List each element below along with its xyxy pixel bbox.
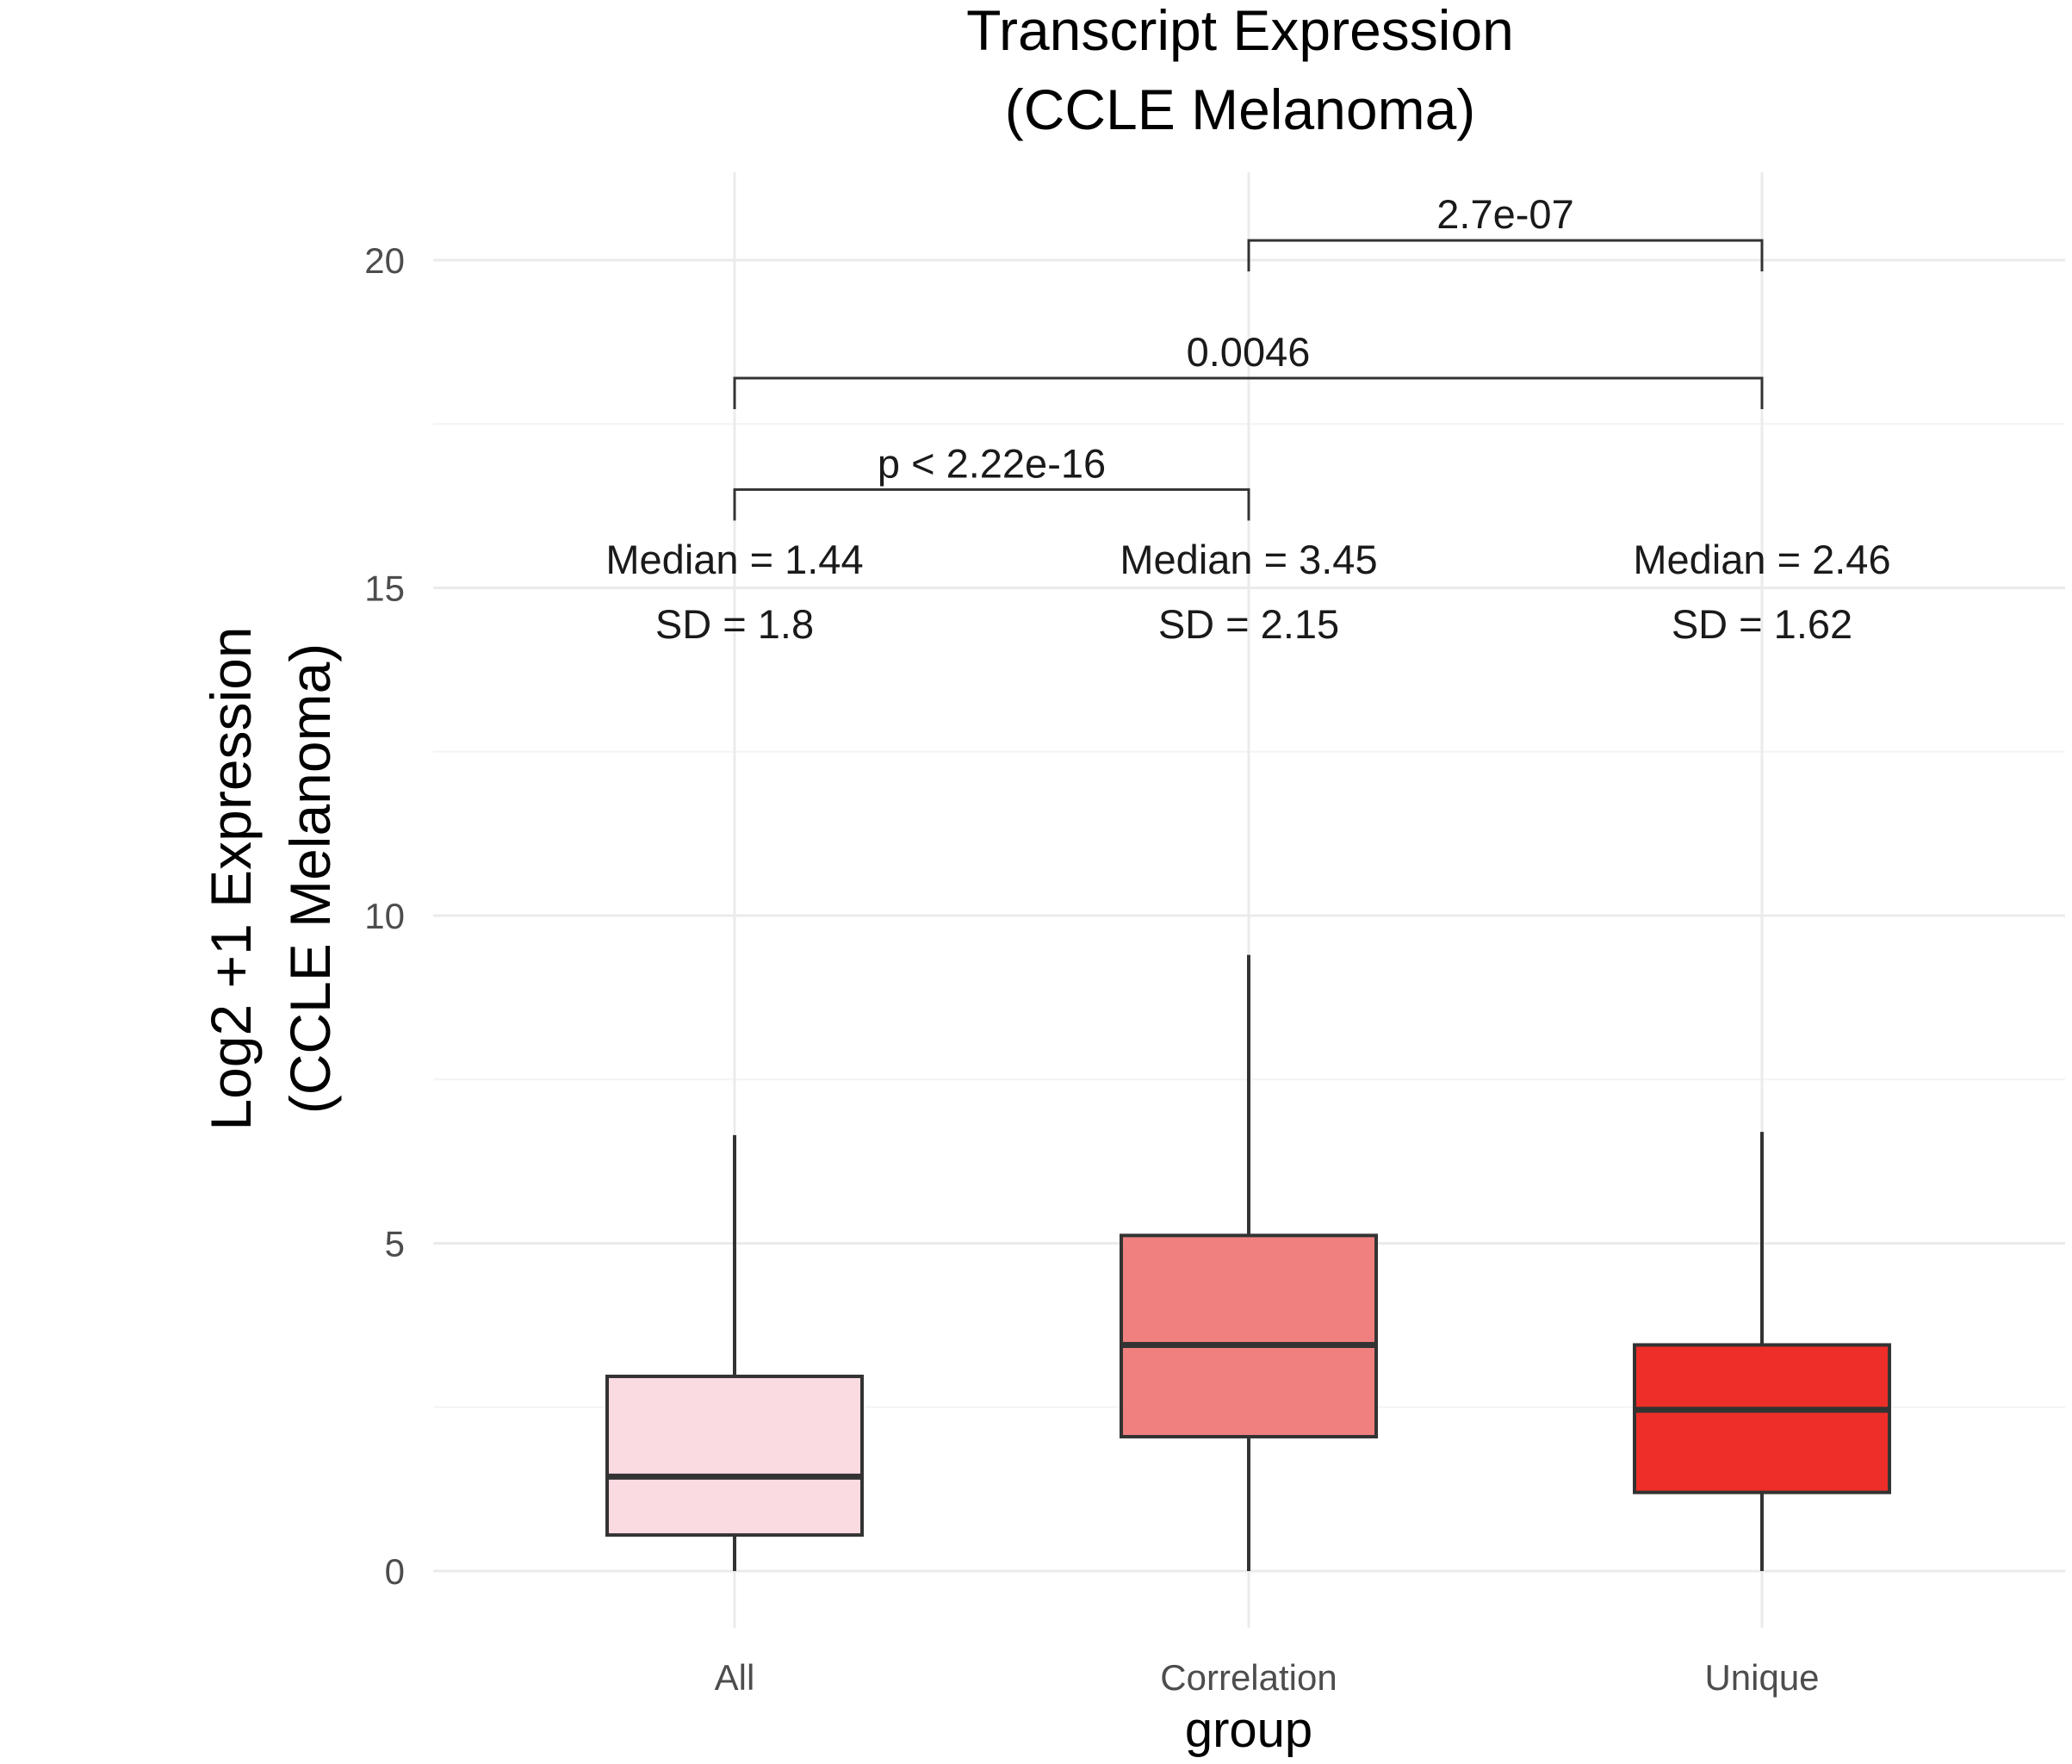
box-unique: [1633, 1132, 1891, 1571]
x-tick-label: Correlation: [1160, 1657, 1337, 1698]
x-tick-label: Unique: [1704, 1657, 1819, 1698]
box-correlation: [1120, 954, 1378, 1571]
y-axis-ticks: 0 5 10 15 20: [364, 240, 405, 1592]
box-iqr: [1633, 1343, 1891, 1494]
comparison-bracket: 0.0046: [733, 329, 1764, 409]
y-tick-label: 20: [364, 240, 405, 281]
x-tick-label: All: [715, 1657, 755, 1698]
y-tick-label: 15: [364, 568, 405, 609]
comparison-bracket: p < 2.22e-16: [733, 440, 1250, 521]
box-all: [605, 1134, 864, 1571]
y-axis-label-line-1: Log2 +1 Expression: [199, 626, 263, 1130]
median-annotation: Median = 2.46: [1633, 537, 1890, 582]
sd-annotation: SD = 1.8: [655, 601, 814, 647]
median-annotation: Median = 1.44: [605, 537, 863, 582]
median-annotation: Median = 3.45: [1120, 537, 1377, 582]
sd-annotation: SD = 1.62: [1672, 601, 1852, 647]
p-value-label: 2.7e-07: [1436, 191, 1573, 237]
bracket-line: [733, 376, 1764, 409]
p-value-label: 0.0046: [1187, 329, 1311, 375]
y-tick-label: 5: [385, 1224, 405, 1264]
median-sd-annotations: Median = 1.44 SD = 1.8 Median = 3.45 SD = 2…: [605, 537, 1890, 647]
p-value-label: p < 2.22e-16: [878, 440, 1106, 486]
y-tick-label: 10: [364, 896, 405, 936]
chart-title-line-2: (CCLE Melanoma): [1005, 78, 1476, 141]
y-axis-label-line-2: (CCLE Melanoma): [278, 643, 342, 1115]
x-axis-ticks: All Correlation Unique: [715, 1657, 1820, 1698]
box-series: [605, 954, 1891, 1571]
bracket-line: [1247, 239, 1764, 272]
comparison-brackets: p < 2.22e-16 0.0046 2.7e-07: [733, 191, 1764, 521]
box-iqr: [1120, 1233, 1378, 1438]
bracket-line: [733, 488, 1250, 521]
comparison-bracket: 2.7e-07: [1247, 191, 1764, 272]
chart-title-line-1: Transcript Expression: [966, 0, 1514, 62]
x-axis-label: group: [1185, 1702, 1312, 1758]
y-tick-label: 0: [385, 1551, 405, 1592]
box-iqr: [605, 1374, 864, 1537]
sd-annotation: SD = 2.15: [1158, 601, 1339, 647]
